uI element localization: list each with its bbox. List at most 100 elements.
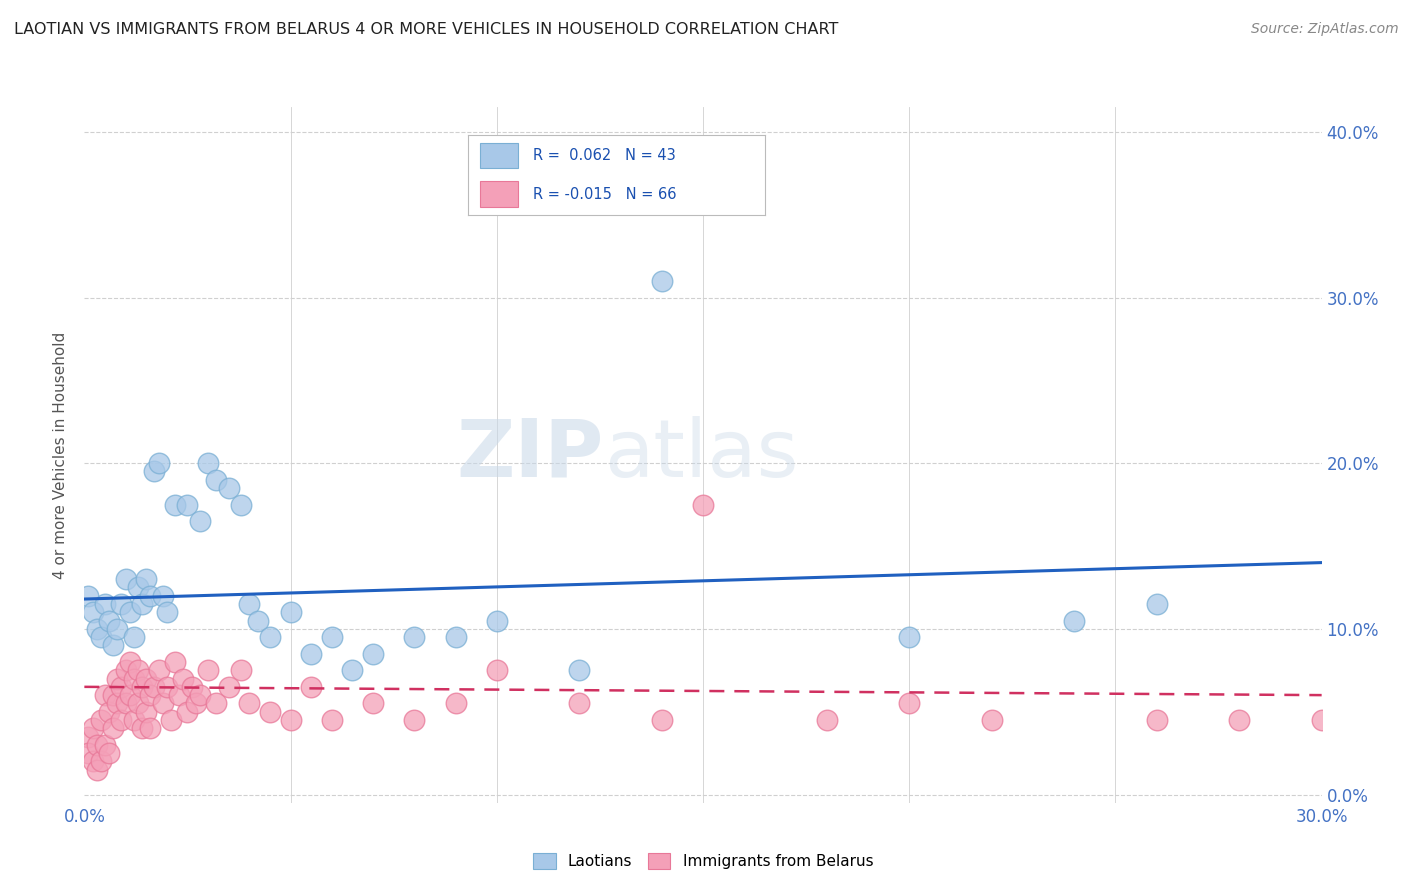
Point [94, 688, 117, 702]
Point [82, 605, 104, 619]
Point [172, 672, 194, 686]
Point [82, 755, 104, 769]
Point [110, 597, 132, 611]
Point [980, 713, 1002, 727]
Point [176, 705, 198, 719]
Point [135, 672, 157, 686]
Point [259, 630, 281, 644]
Point [77, 589, 100, 603]
Point [180, 680, 202, 694]
Bar [479, 143, 519, 169]
Point [160, 713, 183, 727]
Text: ZIP: ZIP [457, 416, 605, 494]
Point [135, 572, 157, 586]
Point [143, 465, 166, 479]
Point [229, 498, 252, 512]
Point [77, 730, 100, 744]
Point [90, 755, 112, 769]
Text: Source: ZipAtlas.com: Source: ZipAtlas.com [1251, 22, 1399, 37]
Point [152, 697, 174, 711]
Point [184, 697, 207, 711]
Point [114, 572, 136, 586]
Point [197, 456, 219, 470]
Point [94, 597, 117, 611]
Point [82, 721, 104, 735]
Point [444, 697, 467, 711]
Point [118, 688, 141, 702]
Point [651, 713, 673, 727]
Point [246, 614, 269, 628]
Point [188, 514, 211, 528]
Point [165, 655, 187, 669]
Point [143, 680, 166, 694]
Point [1310, 713, 1333, 727]
Point [139, 688, 162, 702]
Point [114, 697, 136, 711]
Point [110, 713, 132, 727]
Point [156, 605, 179, 619]
Point [103, 721, 125, 735]
Point [90, 630, 112, 644]
Text: R =  0.062   N = 43: R = 0.062 N = 43 [533, 148, 676, 163]
Point [103, 688, 125, 702]
Point [692, 498, 714, 512]
Point [321, 630, 343, 644]
Point [127, 697, 149, 711]
Point [1063, 614, 1085, 628]
Point [77, 746, 100, 760]
Point [127, 663, 149, 677]
Point [167, 688, 190, 702]
Point [90, 713, 112, 727]
Point [135, 705, 157, 719]
Point [568, 663, 591, 677]
Point [651, 274, 673, 288]
Text: LAOTIAN VS IMMIGRANTS FROM BELARUS 4 OR MORE VEHICLES IN HOUSEHOLD CORRELATION C: LAOTIAN VS IMMIGRANTS FROM BELARUS 4 OR … [14, 22, 838, 37]
Point [361, 647, 384, 661]
Point [485, 614, 508, 628]
Point [131, 721, 153, 735]
Point [114, 663, 136, 677]
Point [131, 680, 153, 694]
Point [139, 721, 162, 735]
Point [1227, 713, 1250, 727]
Point [361, 697, 384, 711]
Point [122, 713, 145, 727]
Point [110, 680, 132, 694]
Point [259, 705, 281, 719]
Point [280, 605, 302, 619]
Point [205, 473, 228, 487]
Point [218, 680, 240, 694]
Point [94, 738, 117, 752]
Text: atlas: atlas [605, 416, 799, 494]
Point [197, 663, 219, 677]
Point [105, 622, 128, 636]
Point [156, 680, 179, 694]
Point [152, 589, 174, 603]
Point [404, 630, 426, 644]
Point [568, 697, 591, 711]
Point [229, 663, 252, 677]
Point [86, 738, 108, 752]
Point [122, 672, 145, 686]
Point [148, 663, 170, 677]
Point [118, 655, 141, 669]
Point [122, 630, 145, 644]
Point [898, 630, 921, 644]
Point [299, 680, 322, 694]
Text: R = -0.015   N = 66: R = -0.015 N = 66 [533, 186, 676, 202]
Point [205, 697, 228, 711]
Point [485, 663, 508, 677]
Point [105, 697, 128, 711]
Point [98, 614, 121, 628]
Point [86, 763, 108, 777]
Point [131, 597, 153, 611]
Point [238, 597, 260, 611]
Point [1146, 597, 1168, 611]
Point [148, 456, 170, 470]
Point [127, 581, 149, 595]
Point [103, 639, 125, 653]
Point [280, 713, 302, 727]
Point [176, 498, 198, 512]
Point [342, 663, 364, 677]
Point [321, 713, 343, 727]
